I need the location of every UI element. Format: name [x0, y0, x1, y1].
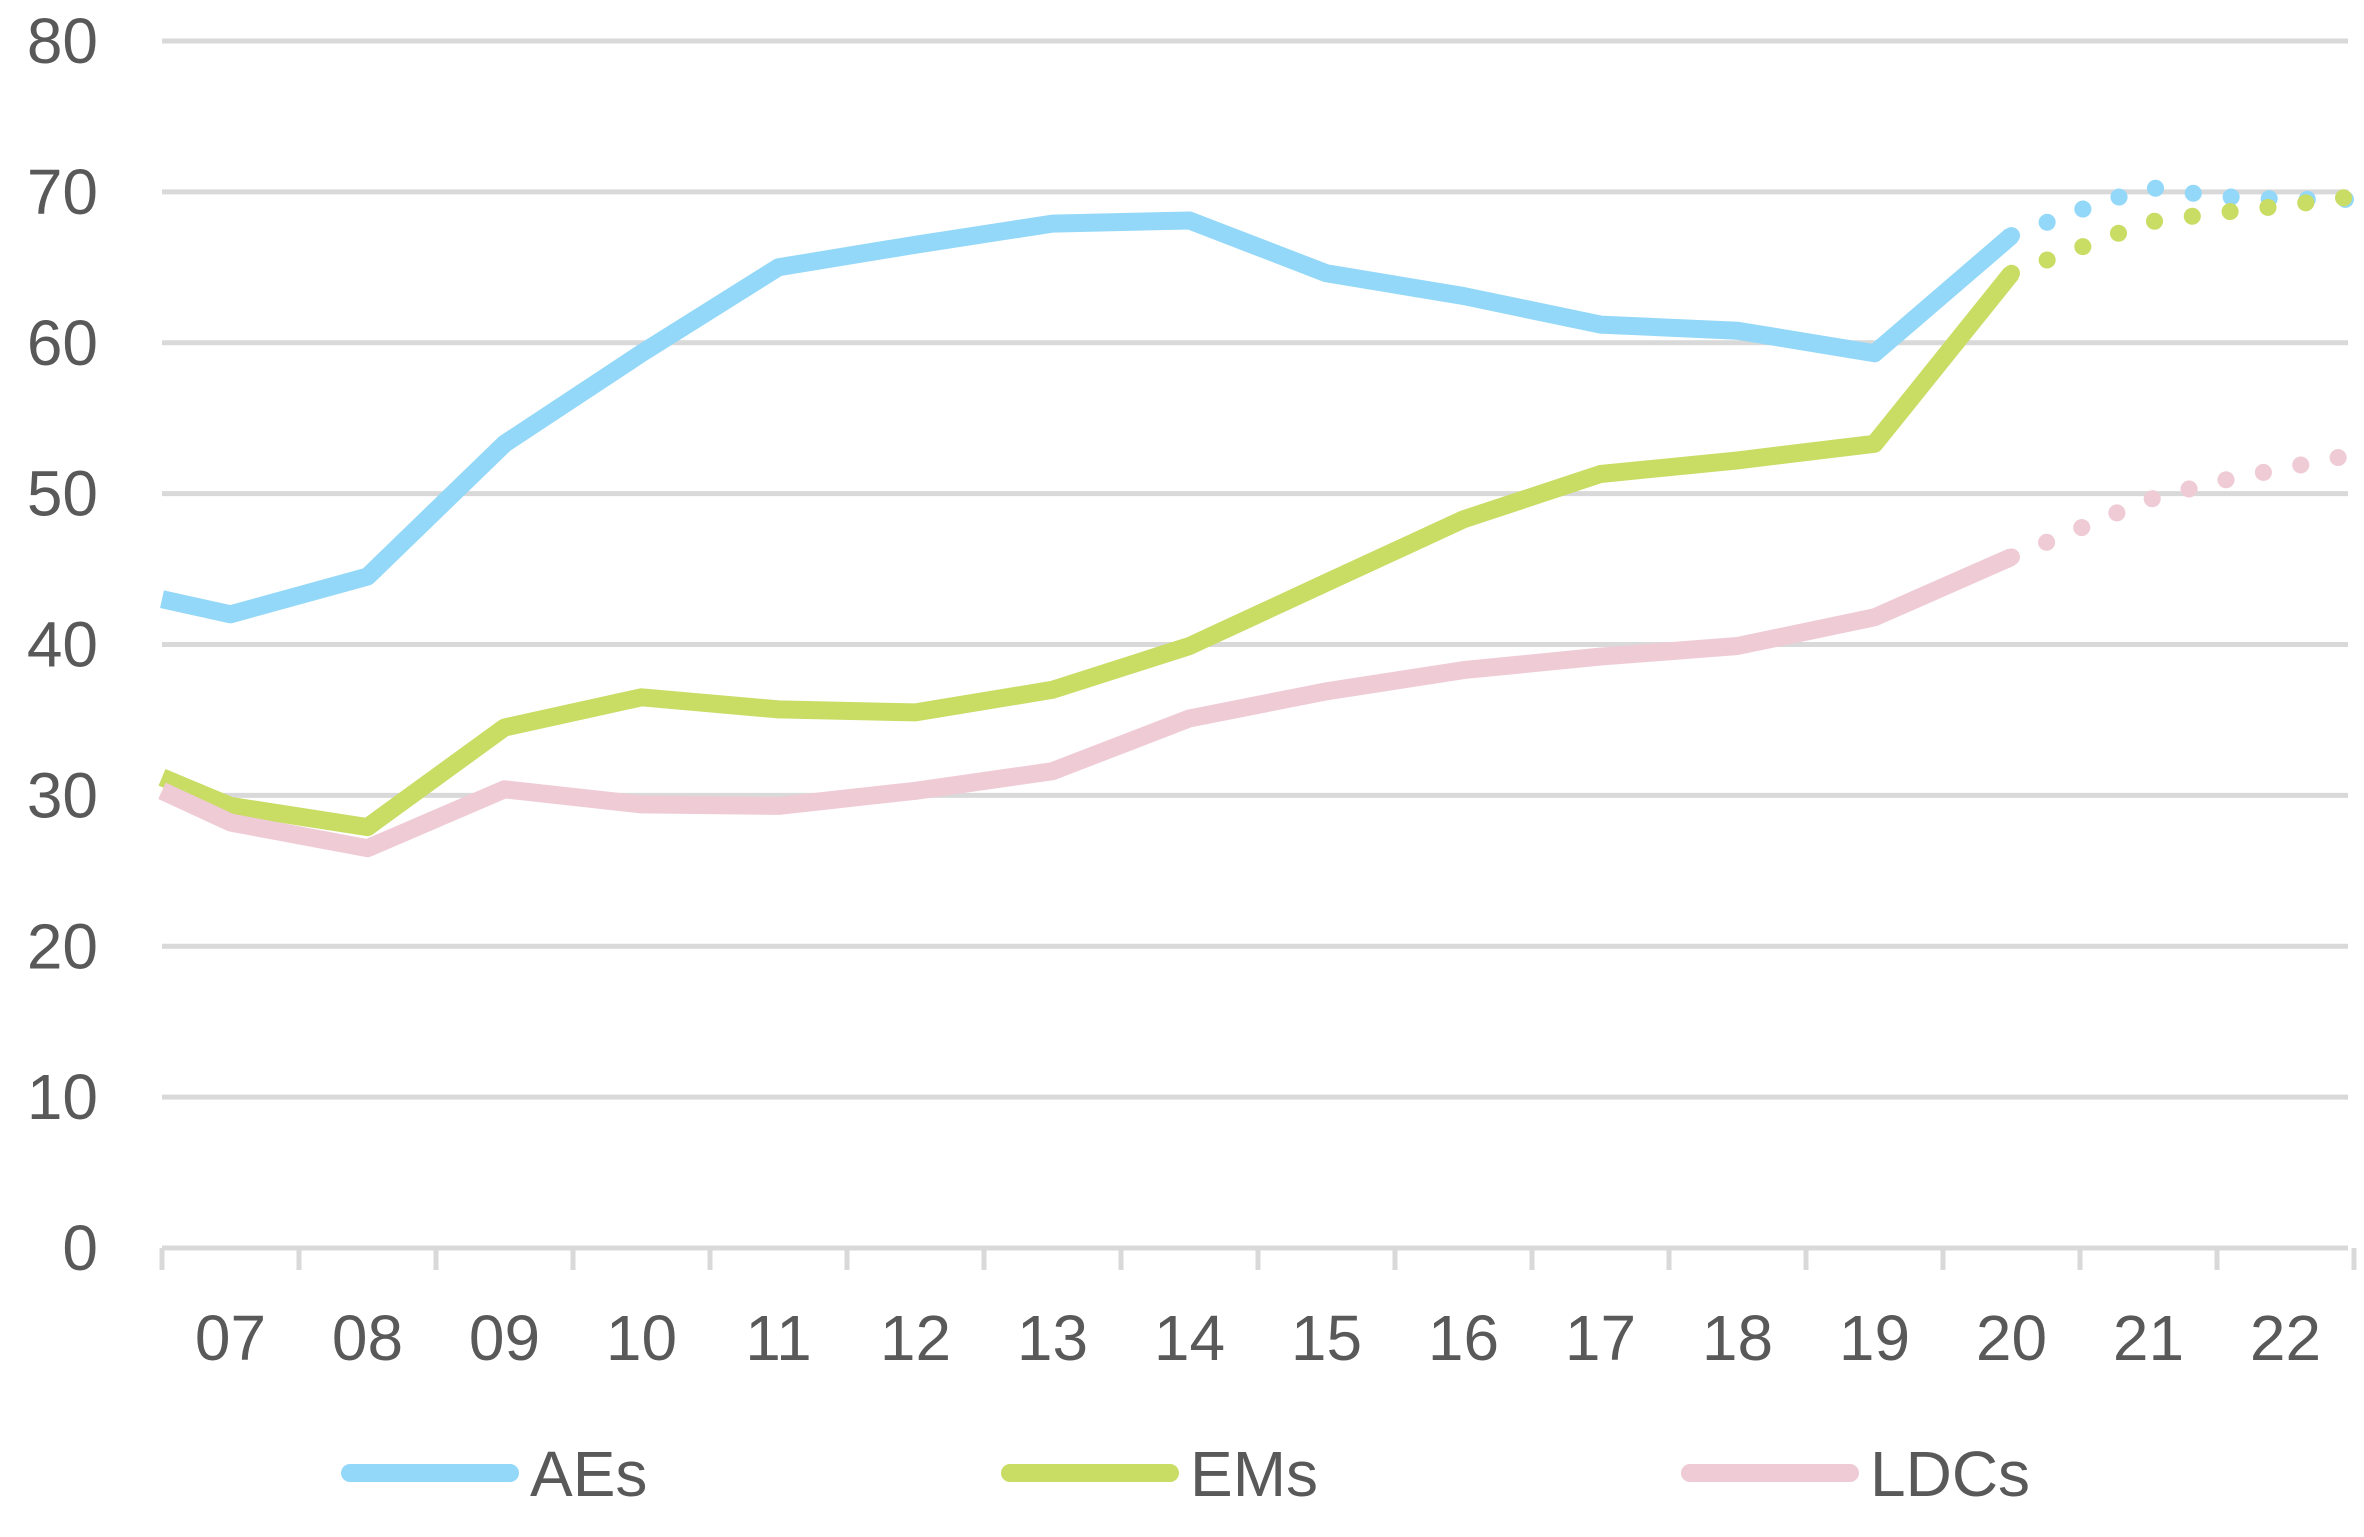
series-ems	[158, 187, 2363, 837]
y-tick-label-40: 40	[27, 609, 98, 681]
gridlines	[162, 38, 2348, 1100]
legend-item-ems: EMs	[1001, 1438, 1318, 1510]
series-projection-ems	[2003, 187, 2363, 282]
y-tick-label-80: 80	[27, 5, 98, 77]
x-tick-label-11: 11	[745, 1302, 811, 1374]
x-tick-label-13: 13	[1017, 1302, 1088, 1374]
y-axis-tick-labels: 0 10 20 30 40 50 60 70 80	[27, 5, 98, 1284]
y-tick-label-10: 10	[27, 1061, 98, 1133]
x-tick-label-09: 09	[469, 1302, 540, 1374]
y-tick-label-50: 50	[27, 458, 98, 530]
x-tick-label-17: 17	[1565, 1302, 1636, 1374]
x-tick-label-10: 10	[606, 1302, 677, 1374]
x-axis: 07 08 09 10 11 12 13 14 15 16 17 18 19 20 21 22	[159, 1245, 2357, 1374]
y-tick-label-60: 60	[27, 307, 98, 379]
legend-item-ldcs: LDCs	[1681, 1438, 2030, 1510]
x-tick-label-16: 16	[1428, 1302, 1499, 1374]
y-tick-label-0: 0	[62, 1212, 98, 1284]
x-tick-label-08: 08	[332, 1302, 403, 1374]
y-tick-label-20: 20	[27, 910, 98, 982]
x-tick-label-22: 22	[2250, 1302, 2321, 1374]
series-ldcs	[158, 445, 2363, 858]
legend: AEs EMs LDCs	[341, 1438, 2030, 1510]
series-line-aes	[160, 211, 2018, 624]
series-aes	[160, 178, 2363, 624]
legend-label-aes: AEs	[530, 1438, 647, 1510]
series-line-ldcs	[158, 548, 2016, 858]
legend-item-aes: AEs	[341, 1438, 647, 1510]
x-tick-label-20: 20	[1976, 1302, 2047, 1374]
x-tick-label-12: 12	[880, 1302, 951, 1374]
series-lines	[158, 178, 2363, 858]
x-tick-label-19: 19	[1839, 1302, 1910, 1374]
x-tick-label-07: 07	[195, 1302, 266, 1374]
x-tick-label-21: 21	[2113, 1302, 2184, 1374]
y-tick-label-70: 70	[27, 156, 98, 228]
series-projection-ldcs	[2003, 445, 2363, 566]
series-projection-aes	[2003, 178, 2363, 245]
legend-label-ldcs: LDCs	[1870, 1438, 2030, 1510]
y-tick-label-30: 30	[27, 759, 98, 831]
x-tick-label-18: 18	[1702, 1302, 1773, 1374]
legend-label-ems: EMs	[1190, 1438, 1318, 1510]
series-line-ems	[158, 267, 2019, 837]
x-tick-label-14: 14	[1154, 1302, 1225, 1374]
x-tick-label-15: 15	[1291, 1302, 1362, 1374]
